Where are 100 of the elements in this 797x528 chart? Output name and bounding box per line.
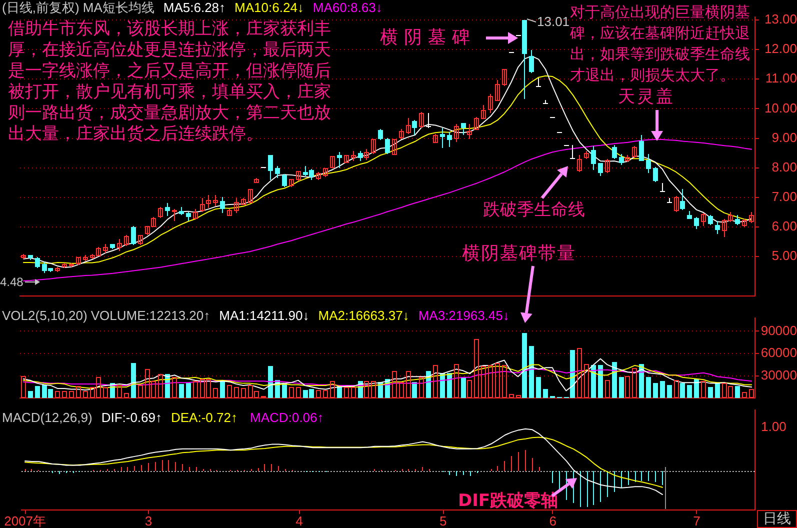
y-tick-label: 11.00: [765, 70, 797, 86]
bar: [632, 368, 637, 398]
annotation: 借助牛市东风，该股长期上涨，庄家获利丰厚，在接近高位处更是连拉涨停，最后两天是一字线涨停，之后又是高开，但涨停随后被打开，散户见有机可乘，填单买入，庄家则一路出货，成交量急剧放大，第二天也放出大量，庄家出货之后连续跌停。: [8, 19, 332, 145]
y-tick-label: 6.00: [772, 218, 797, 234]
bar: [35, 386, 40, 398]
bar: [117, 385, 122, 398]
bar: [234, 387, 239, 398]
annotation: 对于高位出现的巨量横阴墓碑，应该在墓碑附近赶快退出，如果等到跌破季生命线才退出，则损失太大了。: [570, 2, 751, 86]
bar: [591, 365, 596, 398]
bar: [742, 392, 747, 398]
bar: [516, 395, 521, 398]
bar: [62, 391, 67, 398]
candlestick: [337, 152, 342, 168]
bar: [83, 391, 88, 398]
y-tick-label: 9.00: [772, 130, 797, 145]
bar: [344, 387, 349, 398]
bar: [598, 365, 603, 398]
bar: [502, 365, 507, 398]
text: MA10:6.24↓: [234, 0, 304, 15]
bar: [612, 362, 617, 398]
bar: [660, 381, 665, 398]
bar: [605, 380, 610, 398]
bar: [124, 393, 129, 398]
annotation: 横阴墓碑带量: [462, 243, 576, 264]
bar: [227, 385, 232, 398]
bar: [543, 389, 548, 398]
annotation: 跌破季生命线: [483, 200, 585, 220]
bar: [625, 376, 630, 398]
bar: [351, 387, 356, 398]
bar: [412, 382, 417, 398]
bar: [509, 394, 514, 398]
bar: [406, 371, 411, 398]
bar: [735, 386, 740, 398]
y-tick-label: 5.00: [772, 248, 797, 264]
y-tick-label: 12.00: [764, 41, 797, 56]
bar: [179, 384, 184, 398]
x-tick-label: 2007年: [4, 513, 46, 528]
text: DIF:-0.69↑: [101, 410, 162, 425]
candlestick: [660, 183, 665, 192]
bar: [399, 382, 404, 398]
bar: [529, 346, 534, 398]
y-tick-label: 7.00: [772, 188, 797, 204]
bar: [536, 377, 541, 398]
bar: [467, 380, 472, 398]
bar: [674, 380, 679, 398]
bar: [694, 379, 699, 398]
chart-title: MACD(12,26,9): [2, 410, 92, 425]
text: MA2:16663.37↓: [318, 308, 410, 323]
bar: [639, 364, 644, 398]
bar: [172, 377, 177, 398]
bar: [296, 387, 301, 398]
bar: [447, 373, 452, 398]
bar: [28, 391, 33, 398]
bar: [371, 381, 376, 398]
bar: [392, 371, 397, 398]
text: MACD:0.06↑: [250, 410, 324, 425]
bar: [715, 383, 720, 398]
candlestick: [667, 198, 672, 203]
bar: [522, 333, 527, 398]
text: MA3:21963.45↓: [418, 308, 510, 323]
annotation: 天灵盖: [618, 87, 675, 107]
candlestick: [426, 113, 431, 128]
bar: [653, 383, 658, 398]
bar: [577, 348, 582, 398]
bar: [213, 388, 218, 398]
y-tick-label: 60000: [760, 345, 797, 360]
bar: [495, 363, 500, 398]
y-tick-label: 90000: [760, 322, 797, 338]
bar: [323, 390, 328, 398]
annotation: 4.48: [0, 275, 24, 289]
bar: [461, 377, 466, 398]
text: 日线: [757, 510, 797, 528]
bar: [158, 374, 163, 398]
x-tick-label: 6: [549, 513, 556, 528]
y-tick-label: 13.00: [764, 12, 797, 27]
x-tick-label: 5: [440, 513, 447, 528]
text: MA1:14211.90↓: [219, 308, 310, 323]
bar: [646, 377, 651, 398]
bar: [69, 391, 74, 398]
x-tick-label: 4: [296, 513, 303, 528]
bar: [667, 385, 672, 398]
y-tick-label: 10.00: [764, 100, 797, 116]
bar: [330, 381, 335, 398]
bar: [268, 366, 273, 398]
candlestick: [440, 128, 445, 148]
bar: [138, 385, 143, 398]
bar: [316, 390, 321, 398]
bar: [55, 391, 60, 398]
bar: [131, 363, 136, 398]
bar: [619, 377, 624, 398]
text: MA60:8.63↓: [312, 0, 382, 15]
annotation: DIF跌破零轴: [458, 491, 558, 511]
bar: [474, 339, 479, 398]
x-tick-label: 7: [693, 513, 700, 528]
annotation: 横阴墓碑: [380, 27, 476, 48]
bar: [76, 386, 81, 398]
chart-title: VOL2(5,10,20) VOLUME:12213.20↑: [2, 308, 210, 323]
bar: [193, 381, 198, 398]
bar: [680, 383, 685, 398]
chart-title: (日线,前复权) MA短长均线: [2, 0, 154, 15]
